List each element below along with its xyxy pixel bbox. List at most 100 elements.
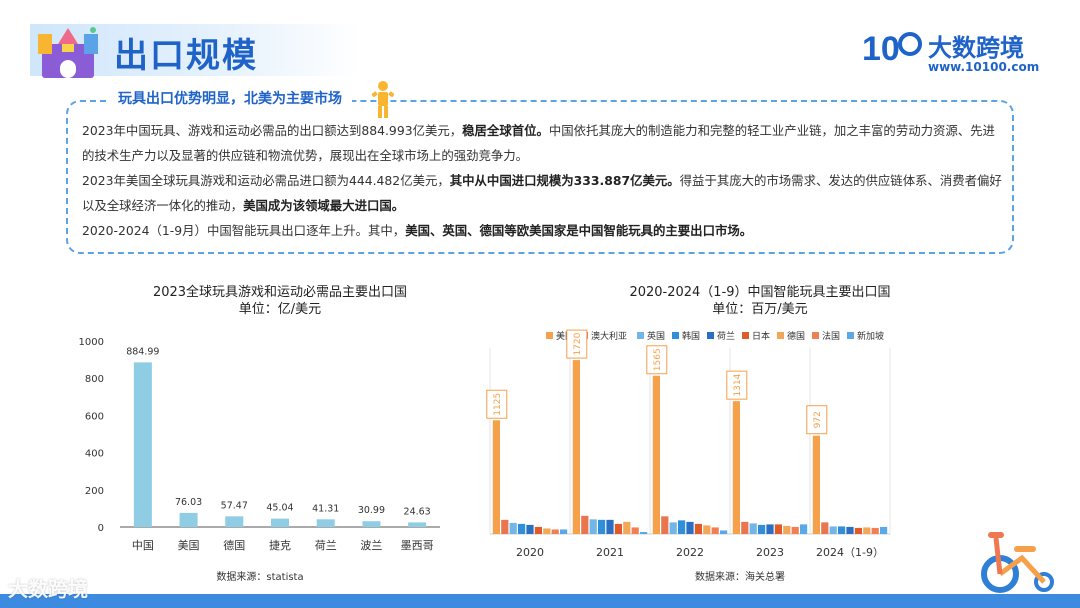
chart2-legend-swatch	[546, 332, 553, 339]
chart2-legend-label: 德国	[787, 330, 805, 342]
chart1-category-label: 美国	[178, 539, 200, 552]
chart2-bar	[703, 525, 711, 534]
chart2-category-label: 2022	[676, 546, 704, 559]
chart1-ytick-label: 0	[98, 523, 104, 534]
page-title: 出口规模	[114, 36, 258, 76]
chart2-category-label: 2024（1-9）	[816, 546, 884, 559]
chart2-bar	[589, 519, 597, 534]
chart2-bar	[829, 526, 837, 534]
chart2-bar	[741, 521, 749, 534]
chart2-data-label: 1125	[493, 393, 503, 416]
chart1-bar	[225, 516, 244, 527]
watermark: 大数跨境	[8, 577, 88, 601]
chart2-bar	[774, 524, 782, 534]
chart2-legend-label: 澳大利亚	[591, 330, 627, 342]
summary-paragraph-3: 2020-2024（1-9月）中国智能玩具出口逐年上升。其中，美国、英国、德国等…	[82, 223, 753, 238]
summary-body: 2023年中国玩具、游戏和运动必需品的出口额达到884.993亿美元，稳居全球首…	[82, 118, 1002, 243]
chart2-data-label-box	[646, 345, 668, 375]
chart2-legend-swatch	[672, 332, 679, 339]
summary-title: 玩具出口优势明显，北美为主要市场	[108, 88, 352, 108]
chart2-bar	[518, 523, 526, 534]
chart2-data-label-box	[806, 405, 828, 435]
chart2-bar	[623, 521, 631, 534]
chart1-data-label: 884.99	[126, 346, 159, 357]
chart2-data-label-box	[486, 389, 508, 419]
chart1-data-label: 45.04	[266, 503, 293, 514]
chart2-bar	[758, 524, 766, 534]
chart2-title: 2020-2024（1-9）中国智能玩具主要出口国	[629, 285, 891, 300]
tricycle-icon	[981, 532, 1054, 593]
chart2-legend-label: 新加坡	[857, 330, 884, 342]
export-countries-bar-chart: 0 200 400 600 800 1000 884.99 中国 76.03 美国 57.47 德国 4…	[79, 337, 440, 552]
chart1-bar	[316, 519, 335, 527]
chart2-bar	[880, 526, 888, 534]
chart2-bar	[492, 420, 500, 534]
chart1-category-label: 捷克	[269, 538, 291, 552]
brand-name: 大数跨境	[928, 34, 1024, 62]
chart1-data-label: 76.03	[175, 497, 202, 508]
chart2-bar	[720, 530, 728, 534]
chart2-bar	[606, 519, 614, 534]
chart1-subtitle: 单位：亿/美元	[238, 302, 322, 317]
chart2-data-label-box	[566, 329, 588, 359]
chart2-bar	[640, 531, 648, 534]
footer-bar	[0, 594, 1080, 608]
chart2-bar	[509, 522, 517, 534]
chart2-bar	[526, 524, 534, 534]
chart2-category-label: 2023	[756, 546, 784, 559]
chart2-bar	[711, 527, 719, 534]
chart2-bar	[560, 529, 568, 534]
chart2-legend-label: 荷兰	[717, 330, 735, 342]
chart2-bar	[543, 528, 551, 534]
chart2-category-label: 2020	[516, 546, 544, 559]
brand-logo: 10 大数跨境 www.10100.com	[862, 26, 1042, 78]
chart2-bar	[838, 526, 846, 534]
chart1-category-label: 德国	[223, 538, 245, 552]
child-figure-icon	[372, 81, 394, 118]
chart2-bar	[686, 521, 694, 534]
chart1-ytick-label: 400	[85, 449, 104, 460]
chart2-category-label: 2021	[596, 546, 624, 559]
chart1-bar	[133, 362, 152, 527]
chart2-bar	[749, 523, 757, 534]
chart2-bar	[791, 526, 799, 534]
toy-castle-icon	[38, 27, 98, 78]
chart2-bar	[581, 515, 589, 534]
chart1-title: 2023全球玩具游戏和运动必需品主要出口国	[152, 285, 408, 300]
chart2-bar	[661, 516, 669, 534]
chart2-bar	[732, 401, 740, 534]
chart2-bar	[551, 529, 559, 534]
chart1-data-label: 57.47	[221, 500, 248, 511]
chart1-bar	[179, 512, 198, 527]
chart1-category-label: 中国	[132, 539, 154, 552]
chart2-bar	[821, 522, 829, 534]
chart1-category-label: 墨西哥	[401, 539, 434, 552]
chart2-bar	[812, 435, 820, 534]
chart2-legend-label: 英国	[647, 330, 665, 342]
chart2-bar	[783, 525, 791, 534]
chart2-bar	[694, 523, 702, 534]
summary-paragraph-2: 2023年美国全球玩具游戏和运动必需品进口额为444.482亿美元，其中从中国进…	[82, 173, 1002, 213]
chart1-ytick-label: 800	[85, 374, 104, 385]
chart1-category-label: 波兰	[360, 539, 382, 552]
chart2-bar	[871, 527, 879, 534]
chart2-data-label-box	[726, 370, 748, 400]
chart2-bar	[678, 520, 686, 534]
chart2-bar	[614, 523, 622, 534]
chart2-data-label: 1565	[653, 348, 663, 371]
chart2-legend-swatch	[812, 332, 819, 339]
chart1-bar	[271, 518, 289, 527]
chart2-legend-swatch	[742, 332, 749, 339]
chart2-bar	[854, 527, 862, 534]
brand-url: www.10100.com	[928, 60, 1040, 74]
chart2-bar	[501, 519, 509, 534]
chart2-legend-swatch	[707, 332, 714, 339]
brand-mark-icon: 10	[862, 30, 922, 68]
chart1-category-label: 荷兰	[315, 539, 337, 552]
summary-paragraph-1: 2023年中国玩具、游戏和运动必需品的出口额达到884.993亿美元，稳居全球首…	[82, 123, 995, 163]
chart2-bar	[766, 524, 774, 534]
chart2-legend-swatch	[847, 332, 854, 339]
chart1-ytick-label: 600	[85, 411, 104, 422]
brand-mark-text: 10	[862, 30, 900, 68]
chart2-legend-swatch	[637, 332, 644, 339]
